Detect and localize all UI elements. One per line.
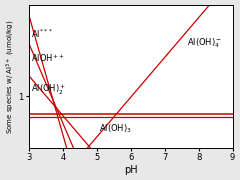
Text: AlOH$^{++}$: AlOH$^{++}$ [31, 52, 65, 64]
Text: Al(OH)$_2^+$: Al(OH)$_2^+$ [31, 83, 66, 97]
Y-axis label: Some species w/ Al$^{3+}$ (umol/kg): Some species w/ Al$^{3+}$ (umol/kg) [5, 19, 17, 134]
X-axis label: pH: pH [124, 165, 138, 175]
Text: Al(OH)$_3$: Al(OH)$_3$ [99, 122, 132, 135]
Text: Al$^{***}$: Al$^{***}$ [31, 27, 53, 40]
Text: Al(OH)$_4^-$: Al(OH)$_4^-$ [187, 36, 222, 50]
